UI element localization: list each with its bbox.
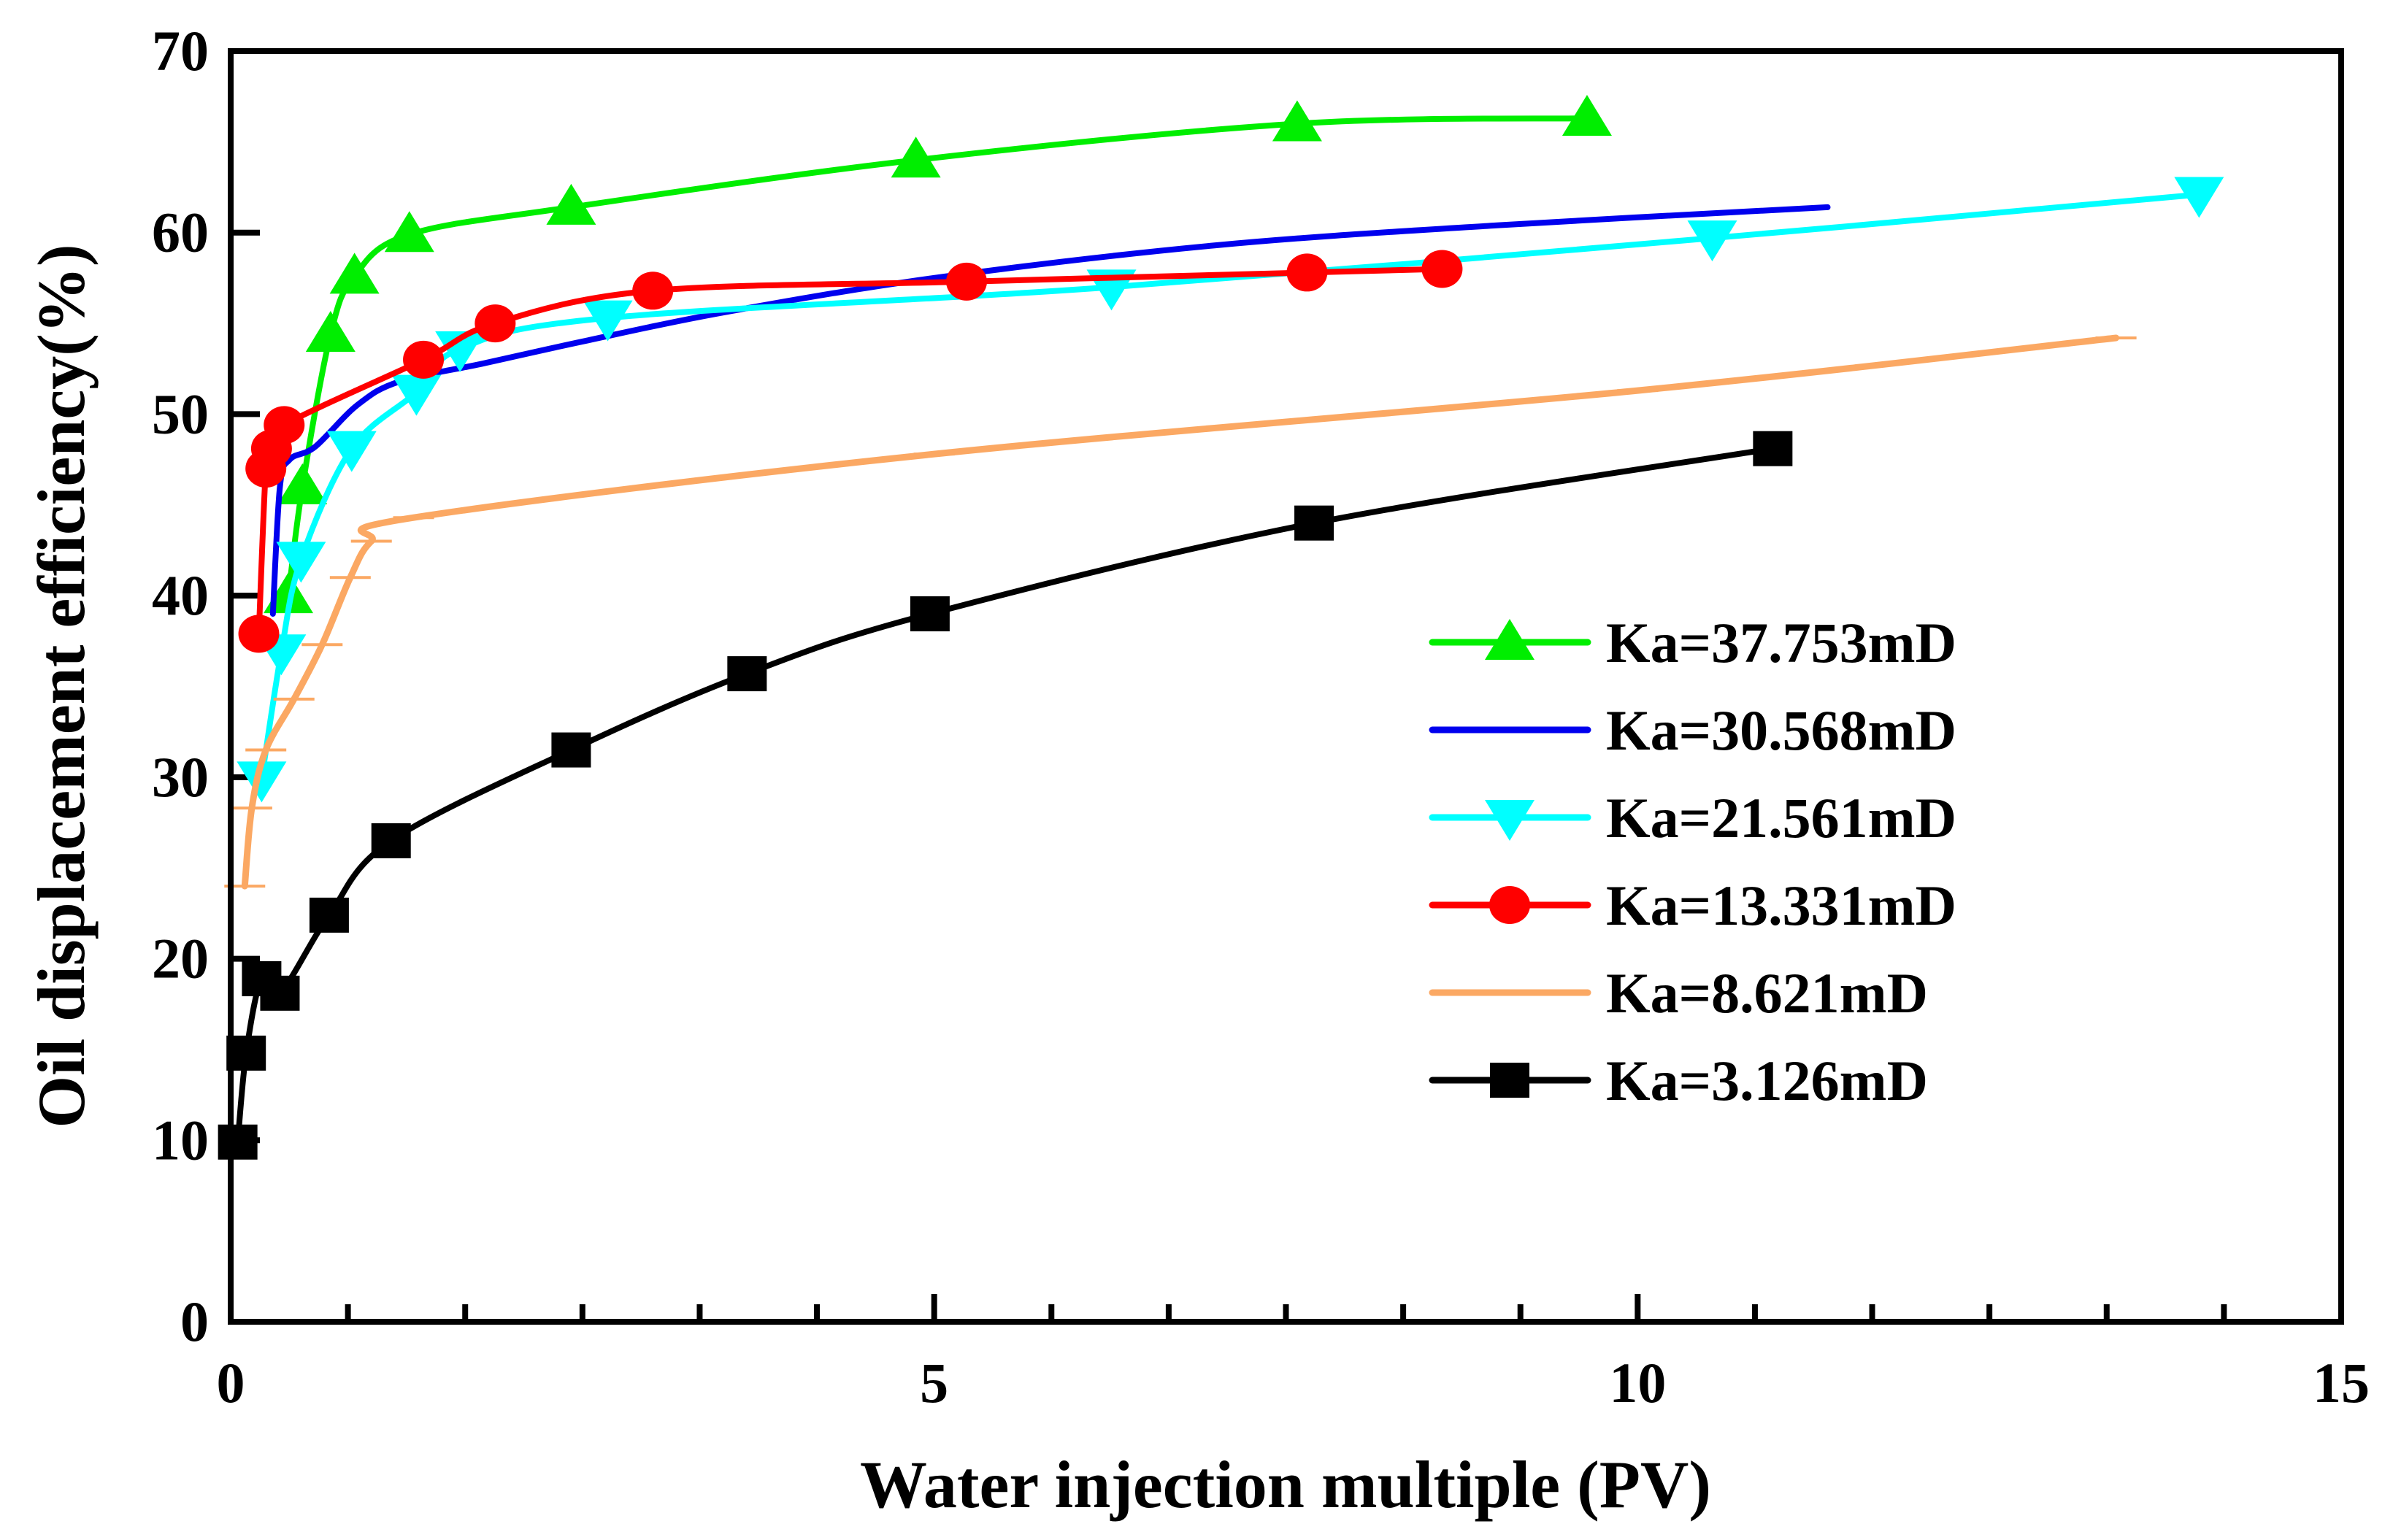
triangle-up-marker [329,253,380,294]
y-tick-label: 40 [152,563,209,627]
x-tick-label: 5 [920,1351,948,1414]
legend-label: Ka=37.753mD [1606,611,1956,674]
legend-item: Ka=13.331mD [1429,874,1956,937]
legend-item: Ka=21.561mD [1429,786,1956,850]
triangle-down-marker [326,431,377,472]
triangle-down-marker [2174,177,2224,218]
y-tick-label: 10 [152,1108,209,1171]
triangle-up-marker [546,183,596,225]
triangle-down-marker [1687,220,1737,262]
circle-marker [1421,250,1463,288]
triangle-up-marker [1485,619,1534,660]
plot-frame [228,48,2344,1325]
square-marker [218,1124,258,1160]
legend-label: Ka=3.126mD [1606,1049,1928,1112]
series-ka-30-568md [269,204,1831,617]
series-ka-8-621md [224,334,2137,890]
legend-label: Ka=21.561mD [1606,786,1956,850]
circle-marker [264,406,305,444]
y-tick-label: 20 [152,927,209,990]
square-marker [727,656,767,692]
legend: Ka=37.753mD Ka=30.568mD Ka=21.561mD Ka=13.3… [1429,611,1956,1112]
circle-marker [475,304,516,343]
series-ka-37-753md [264,95,1612,614]
square-marker [1294,505,1334,541]
circle-marker [1286,253,1328,292]
y-tick-label: 60 [152,201,209,264]
series-line [258,191,2202,782]
x-tick-label: 10 [1609,1351,1666,1414]
x-tick-label: 0 [217,1351,245,1414]
circle-marker [403,340,445,379]
y-tick-label: 50 [152,382,209,445]
triangle-down-marker [237,761,287,803]
legend-item: Ka=30.568mD [1429,698,1956,762]
triangle-down-marker [1485,800,1534,841]
square-marker [309,897,349,933]
legend-label: Ka=8.621mD [1606,961,1928,1025]
series-ka-13-331md [238,250,1463,653]
circle-marker [1489,886,1530,924]
square-marker [1490,1063,1529,1098]
legend-item: Ka=8.621mD [1429,961,1928,1025]
x-axis-title: Water injection multiple (PV) [860,1447,1711,1522]
square-marker [371,823,411,858]
legend-label: Ka=30.568mD [1606,698,1956,762]
series-line [256,266,1445,637]
triangle-down-marker [435,331,485,372]
triangle-up-marker [277,463,328,504]
legend-item: Ka=3.126mD [1429,1049,1928,1112]
y-tick-label: 30 [152,745,209,809]
y-tick-label: 70 [152,19,209,82]
series-line [285,115,1590,599]
triangle-down-marker [276,542,326,583]
triangle-down-marker [583,300,633,342]
square-marker [1753,431,1793,466]
y-tick-labels: 0 10 20 30 40 50 60 70 [152,19,209,1353]
legend-label: Ka=13.331mD [1606,874,1956,937]
series-line [234,445,1776,1145]
y-axis-title: Oil displacement efficiency(%) [24,244,99,1128]
square-marker [260,975,300,1011]
triangle-up-marker [1562,95,1612,136]
x-tick-labels: 0 5 10 15 [217,1351,2370,1414]
triangle-down-marker [391,374,442,416]
triangle-up-marker [384,211,434,253]
x-tick-label: 15 [2313,1351,2370,1414]
circle-marker [238,615,280,653]
square-marker [910,596,950,632]
circle-marker [945,262,987,301]
triangle-up-marker [305,310,356,352]
legend-item: Ka=37.753mD [1429,611,1956,674]
y-tick-label: 0 [180,1290,209,1353]
series-line [269,204,1831,617]
series-ka-3-126md [218,431,1793,1160]
triangle-up-marker [1272,100,1322,142]
circle-marker [632,272,674,310]
square-marker [551,732,591,768]
triangle-up-marker [891,136,941,178]
